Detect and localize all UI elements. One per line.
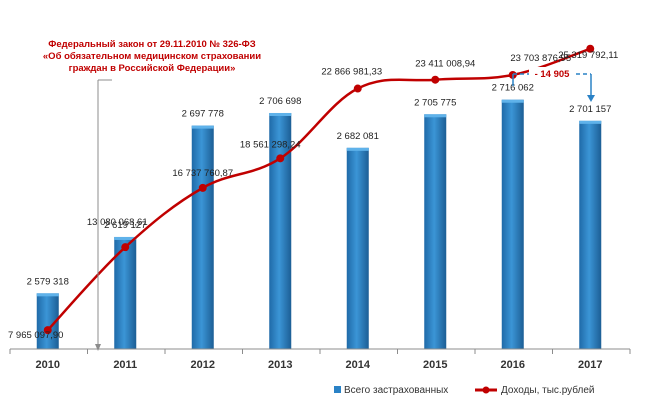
legend-bars-swatch <box>334 386 341 393</box>
income-value-label-2010: 7 965 097,90 <box>8 330 63 341</box>
bar-value-label-2011: 2 619 127 <box>104 220 146 231</box>
bar-value-label-2013: 2 706 698 <box>259 96 301 107</box>
income-point-2011 <box>121 243 130 252</box>
bar-2017 <box>579 120 602 349</box>
bar-top-2012 <box>191 125 214 129</box>
bar-value-label-2015: 2 705 775 <box>414 97 456 108</box>
income-point-2017 <box>586 44 595 53</box>
x-tick-label-2017: 2017 <box>578 359 602 371</box>
income-value-label-2016: 23 703 876,95 <box>510 53 571 64</box>
bar-value-label-2010: 2 579 318 <box>27 276 69 287</box>
bar-top-2011 <box>114 236 137 240</box>
difference-bracket-arrow <box>587 95 595 102</box>
income-value-label-2012: 16 737 760,87 <box>172 168 233 179</box>
law-annotation: Федеральный закон от 29.11.2010 № 326-ФЗ… <box>43 39 261 351</box>
data-labels-layer: 2 579 318 2 619 127 2 697 778 2 706 698 2 68… <box>8 50 618 341</box>
bar-2011 <box>114 236 137 349</box>
law-annotation-pointer-arrow <box>95 344 101 351</box>
bar-2012 <box>191 125 214 349</box>
x-tick-label-2015: 2015 <box>423 359 447 371</box>
income-point-2012 <box>198 183 207 192</box>
bar-top-2017 <box>579 120 602 124</box>
bars-layer <box>36 99 602 349</box>
law-annotation-line-3: граждан в Российской Федерации» <box>69 63 236 74</box>
bar-top-2013 <box>269 112 292 116</box>
bar-2014 <box>346 147 369 349</box>
difference-label-bg <box>529 67 575 80</box>
income-point-2010 <box>43 326 52 335</box>
income-point-2015 <box>431 75 440 84</box>
legend-line-label: Доходы, тыс.рублей <box>501 384 595 396</box>
bar-value-label-2017: 2 701 157 <box>569 104 611 115</box>
difference-bracket: - 14 905 <box>512 67 595 102</box>
bar-value-label-2012: 2 697 778 <box>182 109 224 120</box>
x-tick-label-2010: 2010 <box>36 359 60 371</box>
bar-value-label-2014: 2 682 081 <box>337 131 379 142</box>
law-annotation-line-2: «Об обязательном медицинском страховании <box>43 51 261 62</box>
income-value-label-2011: 13 080 068,61 <box>87 217 148 228</box>
legend: Всего застрахованных Доходы, тыс.рублей <box>334 384 595 396</box>
bar-2015 <box>424 114 447 349</box>
income-point-2014 <box>353 84 362 93</box>
bar-2013 <box>269 112 292 349</box>
bar-top-2015 <box>424 114 447 118</box>
income-line-layer <box>43 44 595 335</box>
income-value-label-2013: 18 561 298,24 <box>240 139 301 150</box>
bar-top-2014 <box>346 147 369 151</box>
x-tick-label-2013: 2013 <box>268 359 292 371</box>
income-point-2013 <box>276 154 285 163</box>
bar-2016 <box>501 99 524 349</box>
law-annotation-line-1: Федеральный закон от 29.11.2010 № 326-ФЗ <box>48 39 256 50</box>
income-value-label-2014: 22 866 981,33 <box>321 67 382 78</box>
difference-label: - 14 905 <box>535 69 571 80</box>
bar-2010 <box>36 293 59 349</box>
income-value-label-2015: 23 411 008,94 <box>415 59 475 70</box>
bar-top-2016 <box>501 99 524 103</box>
income-value-label-2017: 25 319 792,11 <box>558 50 618 61</box>
x-axis: 2010 2011 2012 2013 2014 2015 2016 2017 <box>9 348 631 371</box>
legend-line-marker <box>482 386 490 394</box>
bar-top-2010 <box>36 293 59 297</box>
bar-value-label-2016: 2 716 062 <box>492 83 534 94</box>
x-tick-label-2014: 2014 <box>346 359 371 371</box>
x-tick-label-2011: 2011 <box>113 359 137 371</box>
x-tick-label-2012: 2012 <box>191 359 215 371</box>
x-tick-label-2016: 2016 <box>501 359 525 371</box>
legend-bars-label: Всего застрахованных <box>344 385 448 396</box>
